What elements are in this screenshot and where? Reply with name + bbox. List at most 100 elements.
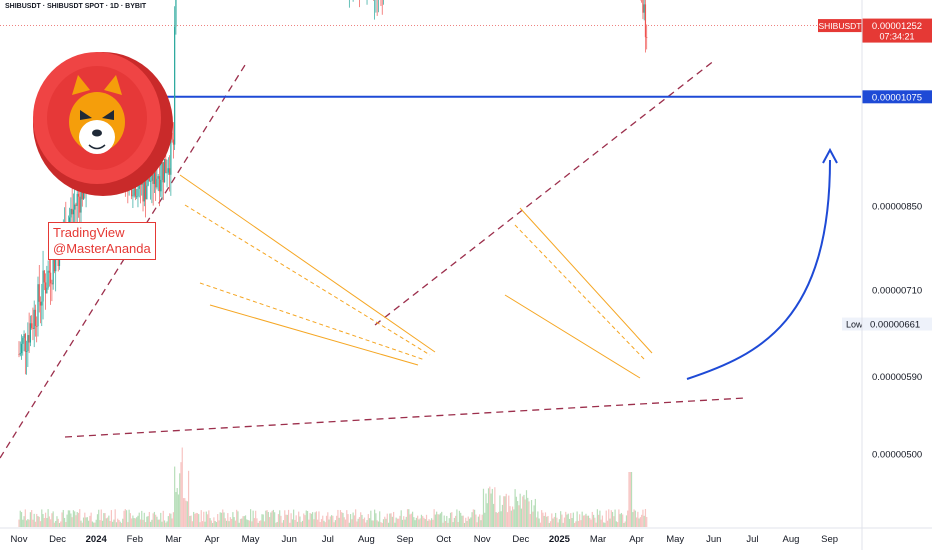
wedge-1-middle: [184, 204, 431, 356]
channel-upper-trendline-2: [374, 59, 716, 326]
volume-bar: [560, 511, 562, 527]
volume-bar: [639, 517, 641, 527]
volume-bar: [204, 521, 206, 527]
volume-bar: [475, 514, 477, 527]
volume-bar: [375, 513, 377, 527]
volume-bar: [51, 513, 53, 527]
volume-bar: [391, 516, 393, 527]
volume-bar: [205, 511, 207, 527]
volume-bar: [530, 500, 533, 527]
volume-bar: [89, 515, 91, 527]
watermark-line-1: TradingView: [53, 225, 125, 240]
volume-bar: [451, 512, 453, 527]
volume-bar: [85, 517, 87, 527]
volume-bar: [577, 520, 579, 527]
volume-bar: [598, 514, 600, 527]
volume-bar: [423, 517, 425, 527]
volume-bar: [67, 510, 69, 527]
volume-bar: [304, 515, 306, 527]
x-tick-label: Nov: [474, 534, 491, 545]
volume-bar: [617, 522, 619, 527]
volume-bar: [95, 519, 97, 527]
volume-bar: [18, 519, 20, 527]
volume-bar: [133, 518, 135, 527]
volume-bar: [389, 513, 391, 527]
volume-bar: [480, 520, 482, 527]
volume-bar: [91, 521, 94, 527]
volume-bar: [123, 510, 125, 527]
candle-body: [80, 183, 82, 213]
volume-bar: [632, 512, 634, 527]
volume-bar: [62, 509, 64, 527]
volume-bar: [224, 518, 226, 527]
volume-bar: [113, 519, 115, 527]
volume-bar: [186, 501, 188, 527]
volume-bar: [587, 515, 590, 527]
x-tick-label: Jul: [322, 534, 334, 545]
volume-bar: [44, 512, 47, 527]
volume-bar: [330, 515, 333, 527]
volume-bar: [395, 517, 397, 527]
volume-bar: [296, 521, 299, 527]
volume-bar: [200, 510, 202, 527]
volume-bar: [565, 511, 567, 527]
volume-bar: [103, 513, 105, 527]
volume-bar: [400, 510, 402, 527]
volume-bar: [627, 510, 629, 527]
volume-bar: [495, 512, 497, 527]
volume-bar: [171, 518, 173, 527]
volume-bar: [601, 515, 604, 527]
volume-bar: [510, 510, 512, 527]
volume-bar: [381, 522, 383, 527]
volume-bar: [620, 512, 623, 527]
candle-body: [34, 309, 37, 326]
volume-bar: [403, 516, 405, 527]
volume-bar: [327, 512, 329, 527]
volume-bar: [315, 511, 318, 527]
volume-bar: [610, 510, 612, 527]
volume-bar: [418, 519, 420, 527]
volume-bar: [519, 493, 521, 527]
volume-bar: [214, 520, 216, 527]
volume-bar: [337, 509, 339, 527]
volume-bar: [281, 522, 283, 527]
x-tick-label: Aug: [783, 534, 800, 545]
volume-bar: [539, 522, 542, 527]
volume-bar: [377, 521, 380, 527]
volume-bar: [190, 515, 192, 527]
candle-body: [161, 162, 163, 180]
volume-bar: [595, 522, 597, 527]
volume-bar: [641, 514, 643, 527]
volume-bar: [100, 509, 102, 527]
candle-body: [19, 353, 21, 355]
volume-bar: [266, 510, 268, 527]
volume-bar: [271, 510, 273, 527]
volume-bar: [605, 510, 607, 527]
volume-bar: [243, 516, 245, 527]
volume-bar: [453, 517, 455, 527]
low-badge: [842, 317, 932, 331]
volume-bar: [218, 520, 220, 527]
volume-bar: [212, 522, 214, 527]
volume-bar: [432, 519, 434, 527]
volume-bar: [250, 509, 252, 527]
volume-bar: [442, 522, 444, 527]
volume-bar: [223, 512, 225, 527]
x-tick-label: Dec: [49, 534, 66, 545]
candle-body: [172, 139, 174, 145]
candle-body: [69, 217, 71, 225]
volume-bar: [177, 494, 180, 527]
candle-body: [166, 172, 168, 174]
volume-bar: [74, 511, 76, 527]
volume-bar: [606, 520, 609, 527]
volume-bar: [570, 513, 572, 527]
volume-bar: [98, 509, 100, 527]
volume-bar: [591, 511, 593, 527]
volume-bars: [18, 447, 648, 527]
volume-bar: [79, 509, 81, 527]
volume-bar: [513, 509, 515, 527]
volume-bar: [57, 518, 59, 527]
volume-bar: [318, 511, 320, 527]
volume-bar: [511, 506, 514, 527]
volume-bar: [498, 511, 500, 527]
